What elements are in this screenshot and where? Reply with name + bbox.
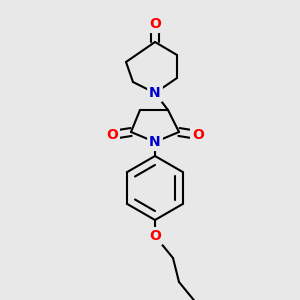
Text: O: O <box>149 17 161 31</box>
Text: O: O <box>192 128 204 142</box>
Text: N: N <box>149 86 161 100</box>
Text: O: O <box>149 229 161 243</box>
Text: N: N <box>149 135 161 149</box>
Text: O: O <box>106 128 118 142</box>
